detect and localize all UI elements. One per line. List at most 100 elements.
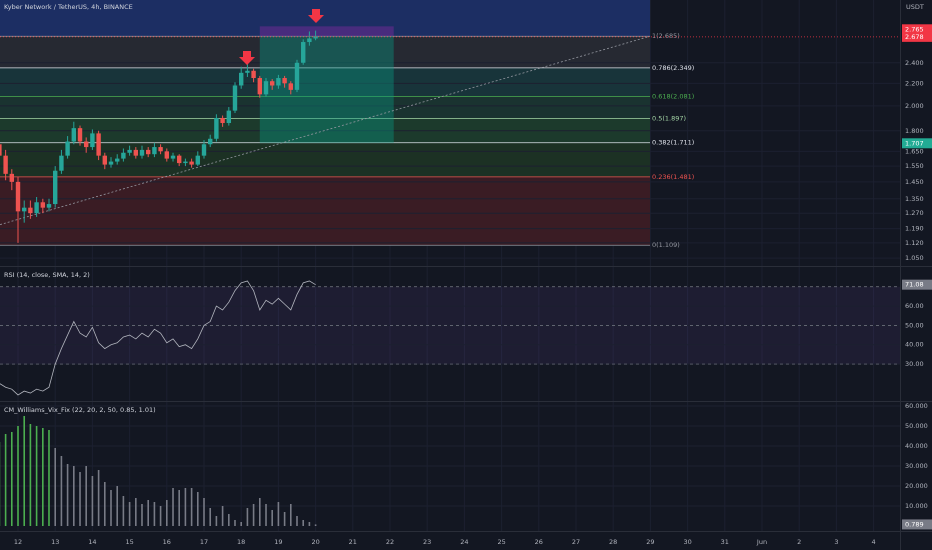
- symbol-title: Kyber Network / TetherUS, 4h, BINANCE: [4, 3, 133, 11]
- vix-bar: [4, 434, 7, 526]
- candle-body: [269, 81, 275, 86]
- candle-body: [301, 42, 306, 63]
- vix-bar: [29, 424, 32, 526]
- x-tick-label: 28: [609, 538, 617, 546]
- candle-body: [115, 158, 120, 162]
- candle-body: [176, 155, 182, 164]
- vix-bar: [17, 426, 19, 526]
- fib-zone: [0, 176, 651, 246]
- candle-body: [59, 155, 64, 171]
- candle-body: [40, 202, 46, 208]
- y-tick-label: 1.800: [905, 127, 924, 135]
- candle-body: [77, 128, 83, 142]
- vix-bar: [302, 520, 305, 526]
- vix-bar: [23, 416, 26, 526]
- vix-bar: [153, 502, 156, 526]
- candle-body: [133, 149, 139, 156]
- y-tick-label: 20.000: [905, 482, 928, 490]
- y-tick-label: 2.000: [905, 102, 924, 110]
- y-tick-label: 1.050: [905, 254, 924, 262]
- fib-level-label: 0.236(1.481): [652, 173, 694, 181]
- fib-level-label: 0.382(1.711): [652, 139, 694, 147]
- x-tick-label: 22: [386, 538, 394, 546]
- vix-bar: [308, 522, 311, 526]
- candle-body: [108, 161, 114, 165]
- rsi-value-label: 71.08: [905, 281, 924, 289]
- vix-bar: [60, 456, 63, 526]
- currency-label: USDT: [906, 3, 924, 11]
- y-tick-label: 1.190: [905, 225, 924, 233]
- candle-body: [263, 81, 269, 95]
- candle-body: [282, 78, 287, 84]
- price-label: 1.707: [905, 139, 924, 147]
- candle-body: [226, 110, 232, 124]
- candle-body: [71, 128, 77, 142]
- x-tick-label: 20: [311, 538, 319, 546]
- vix-value-label: 0.789: [905, 520, 924, 528]
- candle-body: [251, 70, 256, 79]
- candle-body: [53, 170, 58, 205]
- x-tick-label: 14: [88, 538, 96, 546]
- vix-bar: [85, 466, 87, 526]
- candle-body: [307, 38, 312, 43]
- candle-body: [83, 141, 89, 148]
- x-tick-label: 19: [274, 538, 282, 546]
- vix-bar: [203, 498, 205, 526]
- vix-bar: [228, 514, 230, 526]
- x-tick-label: 15: [125, 538, 133, 546]
- candle-body: [220, 117, 225, 124]
- x-tick-label: 12: [14, 538, 22, 546]
- vix-bar: [190, 488, 193, 526]
- vix-bar: [66, 464, 69, 526]
- position-stop-zone: [259, 26, 394, 37]
- vix-bar: [128, 502, 131, 526]
- vix-bar: [135, 498, 137, 526]
- y-tick-label: 60.00: [905, 302, 924, 310]
- fib-level-label: 0(1.109): [652, 241, 680, 249]
- candle-body: [65, 141, 70, 156]
- fib-extension-zone: [0, 0, 651, 37]
- x-tick-label: 16: [163, 538, 171, 546]
- vix-bar: [221, 506, 224, 526]
- position-target-zone: [259, 36, 394, 143]
- x-tick-label: 25: [497, 538, 505, 546]
- vix-bar: [246, 508, 249, 526]
- vix-bar: [103, 482, 106, 526]
- vix-bar: [184, 488, 187, 526]
- price-label-box: [902, 138, 932, 149]
- rsi-value-box: [902, 279, 932, 290]
- x-tick-label: 18: [237, 538, 245, 546]
- x-tick-label: 24: [460, 538, 468, 546]
- x-tick-label: 30: [683, 538, 691, 546]
- vix-bar: [215, 516, 218, 526]
- x-tick-label: 2: [797, 538, 801, 546]
- candle-body: [208, 138, 213, 145]
- candle-body: [127, 149, 132, 153]
- candle-body: [189, 161, 194, 165]
- y-tick-label: 30.00: [905, 360, 924, 368]
- candle-body: [195, 155, 200, 165]
- vix-bar: [48, 430, 50, 526]
- candle-body: [232, 85, 238, 111]
- x-tick-label: 29: [646, 538, 654, 546]
- candle-body: [288, 83, 293, 90]
- x-tick-label: 31: [721, 538, 729, 546]
- vix-bar: [54, 448, 57, 526]
- price-label-box: [902, 24, 932, 35]
- vix-bar: [35, 426, 38, 526]
- candle-body: [164, 151, 170, 159]
- rsi-line: [0, 280, 316, 396]
- candle-body: [0, 144, 2, 156]
- y-tick-label: 1.350: [905, 195, 924, 203]
- candle-body: [139, 149, 145, 156]
- candle-body: [201, 144, 207, 156]
- vix-bar: [240, 522, 243, 526]
- vix-bar: [234, 520, 236, 526]
- arrow-marker: [308, 9, 324, 23]
- vix-bar: [10, 432, 13, 526]
- fib-zone: [0, 142, 651, 177]
- vix-bar: [289, 504, 292, 526]
- candle-body: [183, 161, 188, 164]
- vix-bar: [296, 516, 298, 526]
- y-tick-label: 50.00: [905, 321, 924, 329]
